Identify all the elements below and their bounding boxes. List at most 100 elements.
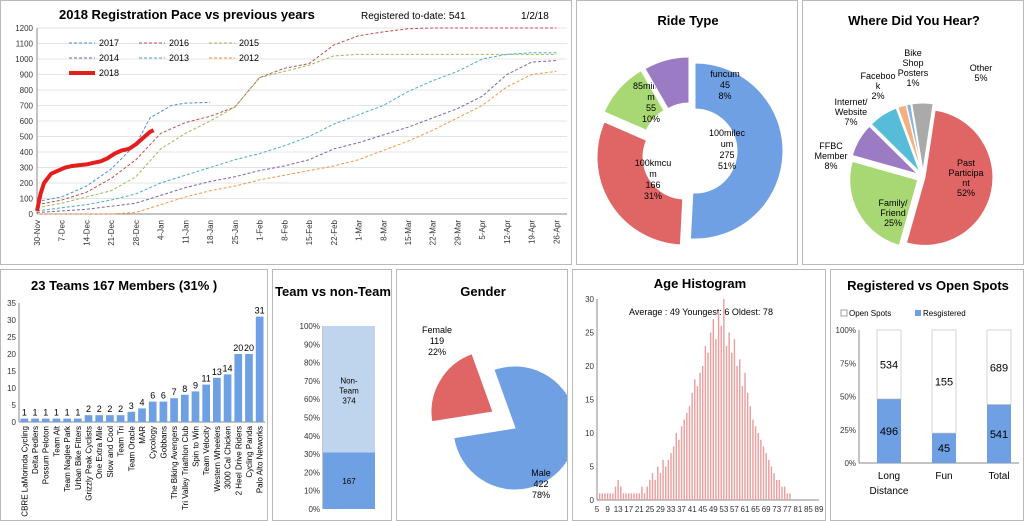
slice-1 (596, 121, 684, 246)
age-histogram-panel: Age Histogram Average : 49 Youngest: 6 O… (572, 269, 826, 521)
series-line-2013 (36, 52, 557, 212)
bar (52, 418, 61, 422)
slice-label-2: m (647, 92, 655, 102)
slice-label-0: 52% (957, 188, 975, 198)
histogram-bar (688, 406, 691, 500)
x-tick-label: Tri Valley Triathlon Club (181, 425, 190, 510)
bar (84, 415, 93, 422)
slice-2 (603, 70, 665, 131)
x-tick-label: 3000 Cal Chicken (224, 426, 233, 489)
histogram-bar (786, 493, 789, 500)
x-tick-label: 18-Jan (206, 220, 215, 244)
histogram-bar (620, 486, 622, 500)
where-hear-panel: Where Did You Hear? Past Participa nt 52% Fa… (802, 0, 1024, 265)
bar-value-label: 6 (161, 391, 166, 401)
bar-open (986, 329, 1012, 405)
slice-label-6: 5% (974, 73, 987, 83)
histogram-bar (638, 493, 641, 500)
bar-value-label: 155 (935, 377, 953, 389)
registered-open-chart: Registered vs Open Spots 0% 25% 50% 75% 100%… (836, 278, 1019, 497)
bar-value-label: 8 (182, 384, 187, 394)
bar (223, 374, 232, 422)
bar-value-label: 2 (107, 404, 112, 414)
x-tick-label: Total (988, 471, 1009, 482)
y-tick-label: 100 (20, 195, 34, 204)
bar-value-label: 1 (43, 408, 48, 418)
slice-label-female: 119 (430, 336, 444, 346)
slice-label-4: 2% (871, 91, 884, 101)
y-tick-label: 0% (308, 505, 320, 514)
slice-female (430, 353, 494, 423)
y-tick-label: 20 (585, 362, 594, 371)
y-tick-label: 10% (304, 487, 320, 496)
bar (180, 394, 189, 422)
histogram-bar (630, 493, 633, 500)
bar-value-label: 2 (97, 404, 102, 414)
histogram-bar (701, 366, 704, 500)
bar (116, 415, 125, 422)
slice-label-male: 422 (533, 479, 548, 489)
histogram-bar (659, 473, 662, 500)
slice-label-2: 8% (824, 161, 837, 171)
gender-panel: Gender Female 119 22% Male 422 78% (396, 269, 568, 521)
bar (31, 418, 39, 422)
x-tick-label: 77 (783, 505, 792, 514)
y-tick-label: 80% (304, 359, 320, 368)
slice-label-3: 8% (718, 91, 731, 101)
y-tick-label: 5 (590, 463, 595, 472)
bar-value-label: 20 (233, 343, 243, 353)
series-line-2012 (37, 70, 557, 215)
slice-label-1: 25% (884, 218, 902, 228)
histogram-bar (773, 473, 775, 500)
team-vs-nonteam-chart: Team vs non-Team 0% 10% 20% 30% 40% 50% 60% 70%… (275, 284, 391, 514)
legend-swatch-open (840, 309, 848, 317)
ride-type-chart: Ride Type 100milecum27551%100kmcum16631%… (596, 13, 784, 246)
x-tick-label: 22-Feb (330, 219, 339, 245)
y-tick-label: 800 (20, 86, 34, 95)
slice-label-5: 1% (906, 78, 919, 88)
legend-label-2015: 2015 (239, 38, 259, 48)
x-tick-label: 26-Apr (552, 220, 561, 244)
slice-label-female: 22% (428, 347, 446, 357)
bar-value-label: 13 (212, 367, 222, 377)
y-tick-label: 25 (7, 333, 16, 342)
x-tick-label: 49 (709, 505, 718, 514)
histogram-bar (635, 493, 638, 500)
x-tick-label: 37 (677, 505, 686, 514)
histogram-bar (781, 486, 783, 500)
bar (159, 401, 168, 422)
slice-0 (905, 109, 994, 246)
histogram-bar (627, 493, 630, 500)
y-tick-label: 15 (7, 367, 16, 376)
slice-label-male: 78% (532, 490, 550, 500)
bar-value-label: 1 (54, 408, 59, 418)
histogram-bar (612, 493, 614, 500)
x-tick-label: Gobbans (159, 426, 168, 458)
y-tick-label: 15 (585, 396, 594, 405)
slice-label-0: 275 (719, 150, 734, 160)
y-tick-label: 600 (20, 117, 34, 126)
x-tick-label: 73 (772, 505, 781, 514)
bar-value-label: 374 (342, 396, 356, 405)
y-tick-label: 0 (590, 496, 595, 505)
bar-value-label: 14 (223, 363, 233, 373)
slice-label-2: 10% (642, 114, 660, 124)
x-tick-label: Spin to Win (191, 426, 200, 467)
histogram-bar (633, 493, 635, 500)
bar-registered (932, 433, 956, 463)
x-tick-label: Urban Bike Fitters (74, 426, 83, 490)
y-tick-label: 500 (20, 133, 34, 142)
series-line-2016 (36, 27, 557, 206)
slice-label-1: Friend (880, 208, 906, 218)
x-tick-label: 21 (635, 505, 644, 514)
x-tick-label: 25-Jan (231, 220, 240, 244)
histogram-bar (622, 493, 625, 500)
bar (95, 415, 104, 422)
histogram-bar (762, 446, 765, 500)
bar-value-label: 11 (202, 374, 211, 384)
histogram-bar (783, 486, 786, 500)
legend-label-2017: 2017 (99, 38, 119, 48)
histogram-bar (649, 479, 651, 500)
x-tick-label: 4-Jan (157, 220, 166, 240)
registered-open-panel: Registered vs Open Spots 0% 25% 50% 75% 100%… (830, 269, 1024, 521)
